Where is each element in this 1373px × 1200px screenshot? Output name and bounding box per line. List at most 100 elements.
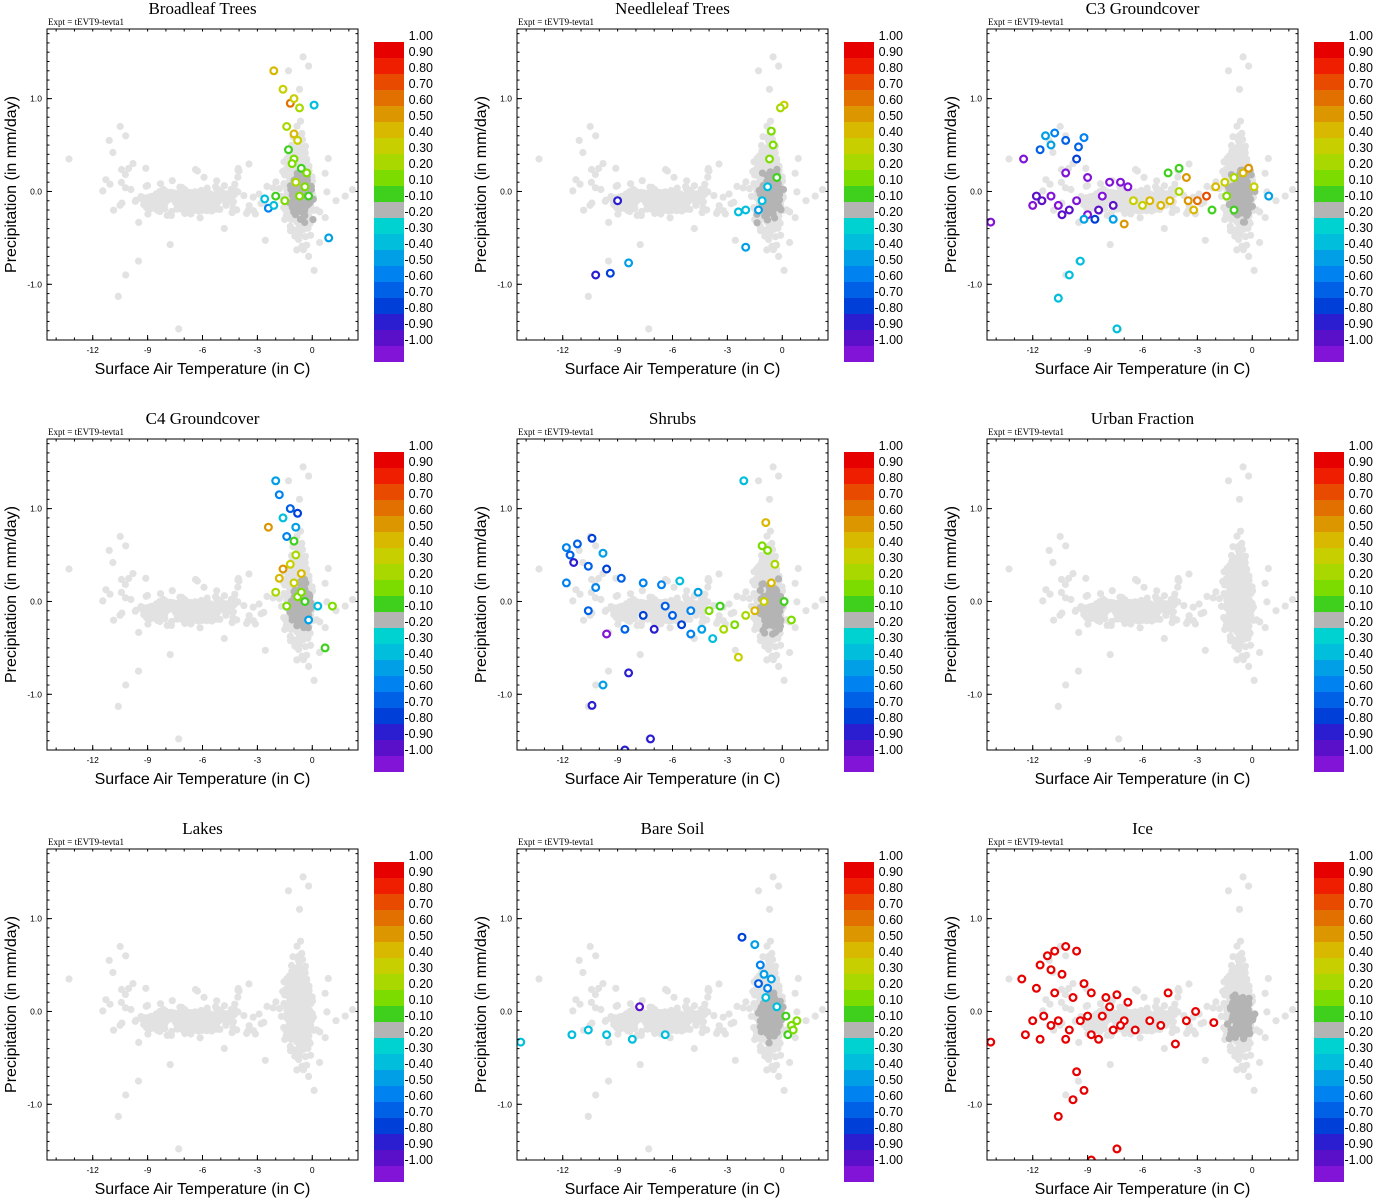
background-point: [775, 62, 783, 70]
background-point: [135, 628, 143, 637]
colorbar-cell: [374, 42, 404, 58]
colorbar-cell: [374, 740, 404, 756]
background-point: [673, 184, 681, 192]
background-point: [612, 164, 620, 172]
background-point: [1143, 184, 1151, 192]
colorbar-label: 0.50: [879, 109, 903, 123]
colorbar-label: -0.50: [405, 253, 434, 267]
colorbar-cell: [374, 756, 404, 772]
background-point: [127, 185, 135, 194]
colorbar-cell: [844, 298, 874, 314]
background-point: [704, 173, 712, 181]
background-point: [1171, 180, 1179, 188]
colorbar-label: 0.10: [1349, 173, 1373, 187]
background-point: [213, 205, 221, 213]
colorbar-cell: [1314, 282, 1344, 298]
y-tick-label: -1.0: [967, 279, 982, 289]
data-point: [282, 601, 292, 611]
colorbar-cell: [1314, 90, 1344, 106]
background-point: [683, 177, 691, 185]
colorbar-label: 0.80: [1349, 61, 1373, 75]
colorbar-label: 0.10: [409, 583, 433, 597]
background-point: [240, 602, 248, 610]
background-point: [1183, 209, 1191, 217]
background-point: [1239, 53, 1247, 61]
background-point: [688, 189, 696, 197]
experiment-label: Expt = tEVT9-tevta1: [48, 427, 124, 437]
background-point: [1081, 194, 1089, 202]
data-point: [1207, 205, 1217, 215]
background-point: [580, 206, 588, 214]
background-point: [281, 215, 289, 224]
background-point: [118, 609, 126, 617]
background-point: [295, 495, 304, 503]
data-point: [324, 233, 334, 243]
data-point: [260, 194, 270, 204]
background-point: [105, 546, 113, 555]
background-point: [284, 477, 293, 485]
background-point: [1039, 187, 1047, 195]
background-point: [666, 214, 674, 222]
background-point: [200, 173, 208, 181]
background-point: [303, 155, 311, 163]
background-point: [584, 292, 592, 300]
background-point: [184, 601, 192, 610]
colorbar-label: -0.80: [1345, 301, 1373, 315]
background-point: [730, 198, 738, 206]
colorbar-label: -0.90: [875, 317, 904, 331]
data-point: [285, 504, 295, 514]
colorbar-cell: [374, 74, 404, 90]
colorbar-label: -0.50: [875, 253, 904, 267]
background-point: [261, 236, 269, 244]
background-point: [1005, 155, 1013, 163]
colorbar-cell: [374, 500, 404, 516]
background-point: [169, 189, 177, 197]
data-point: [1072, 154, 1082, 164]
data-point: [1163, 168, 1173, 178]
x-tick-label: 0: [1250, 345, 1255, 355]
x-tick-label: -9: [614, 345, 622, 355]
data-point: [1019, 154, 1029, 164]
background-point: [125, 164, 133, 173]
background-point: [664, 198, 672, 206]
data-point: [291, 550, 301, 560]
x-tick-label: -12: [1027, 345, 1040, 355]
colorbar-label: 0.60: [1349, 93, 1373, 107]
data-point: [304, 615, 314, 625]
background-point: [341, 192, 349, 200]
y-tick-label: -1.0: [27, 689, 42, 699]
colorbar-cell: [374, 708, 404, 724]
x-tick-label: -9: [1084, 345, 1092, 355]
background-point: [167, 619, 175, 627]
background-point: [117, 178, 125, 186]
background-point: [164, 604, 172, 612]
background-point: [301, 142, 309, 150]
background-point: [114, 702, 122, 711]
x-tick-label: -12: [87, 755, 100, 765]
colorbar-label: -0.80: [405, 301, 434, 315]
data-point: [741, 242, 751, 252]
colorbar-label: 0.20: [409, 567, 433, 581]
x-axis-label: Surface Air Temperature (in C): [95, 771, 311, 788]
background-point: [227, 606, 236, 614]
background-point: [1230, 158, 1238, 166]
background-point: [1096, 180, 1105, 188]
background-point: [761, 164, 769, 172]
data-point: [1064, 270, 1074, 280]
background-point: [1261, 169, 1269, 177]
background-point: [348, 186, 357, 194]
colorbar-label: 0.50: [1349, 109, 1373, 123]
data-point: [327, 601, 337, 611]
background-point: [234, 164, 242, 173]
background-point: [109, 558, 117, 567]
colorbar-label: 0.10: [409, 173, 433, 187]
background-point: [269, 184, 277, 192]
background-point: [719, 193, 727, 201]
background-point: [1272, 197, 1280, 205]
data-point: [1249, 182, 1259, 192]
background-point: [175, 735, 183, 743]
colorbar-label: 0.80: [409, 471, 433, 485]
colorbar-label: 0.90: [409, 455, 433, 469]
data-point: [1046, 140, 1056, 150]
